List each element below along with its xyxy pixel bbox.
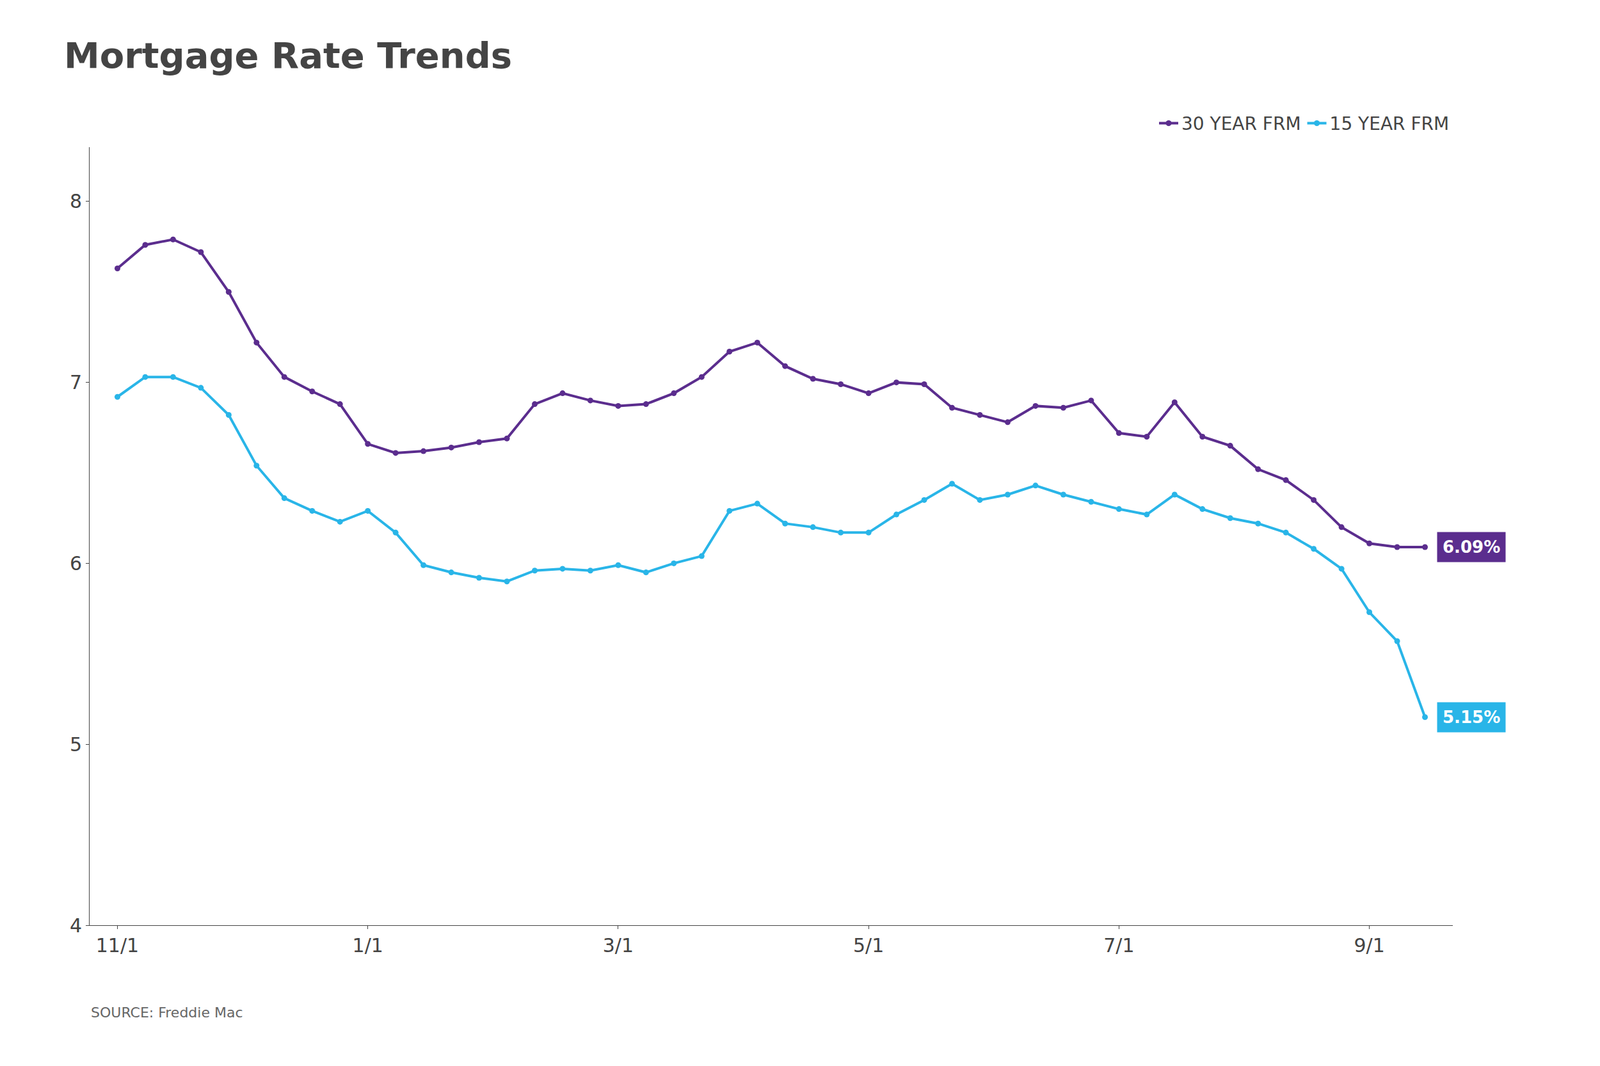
svg-text:7: 7 (69, 371, 82, 394)
svg-text:3/1: 3/1 (602, 934, 634, 957)
svg-text:15 YEAR FRM: 15 YEAR FRM (1329, 113, 1450, 135)
svg-text:5: 5 (69, 733, 82, 756)
svg-text:11/1: 11/1 (96, 934, 139, 957)
svg-text:6.09%: 6.09% (1442, 537, 1501, 557)
svg-text:5.15%: 5.15% (1442, 707, 1501, 728)
svg-text:8: 8 (69, 190, 82, 213)
svg-text:5/1: 5/1 (853, 934, 884, 957)
svg-text:4: 4 (69, 914, 82, 937)
svg-text:9/1: 9/1 (1353, 934, 1385, 957)
svg-text:SOURCE: Freddie Mac: SOURCE: Freddie Mac (90, 1004, 244, 1021)
svg-text:7/1: 7/1 (1103, 934, 1135, 957)
svg-text:6: 6 (69, 552, 82, 575)
svg-text:1/1: 1/1 (352, 934, 384, 957)
svg-text:Mortgage Rate Trends: Mortgage Rate Trends (64, 34, 512, 77)
svg-text:30 YEAR FRM: 30 YEAR FRM (1181, 113, 1302, 135)
